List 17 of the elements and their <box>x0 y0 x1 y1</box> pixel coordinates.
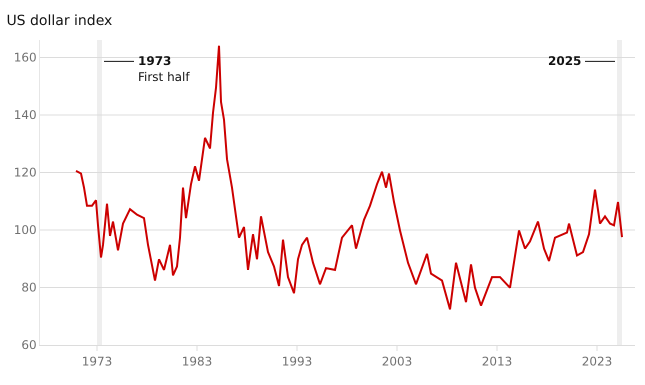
y-tick-label: 160 <box>14 50 37 64</box>
x-tick-label: 2013 <box>482 354 512 368</box>
x-tick-label: 2003 <box>382 354 412 368</box>
y-tick-label: 80 <box>21 280 37 295</box>
x-tick-label: 1973 <box>82 354 112 368</box>
x-tick-label: 1993 <box>282 354 312 368</box>
x-tick-label: 2023 <box>582 354 612 368</box>
x-tick-label: 1983 <box>182 354 212 368</box>
y-tick-label: 120 <box>14 166 37 180</box>
y-tick-label: 140 <box>14 108 37 122</box>
y-tick-label: 100 <box>14 223 37 238</box>
band-label: 1973 <box>138 54 172 68</box>
annotation: First half <box>138 70 190 84</box>
y-tick-label: 60 <box>21 338 37 352</box>
band-label: 2025 <box>548 54 582 68</box>
line-series <box>75 44 623 310</box>
chart-title: US dollar index <box>6 13 112 30</box>
